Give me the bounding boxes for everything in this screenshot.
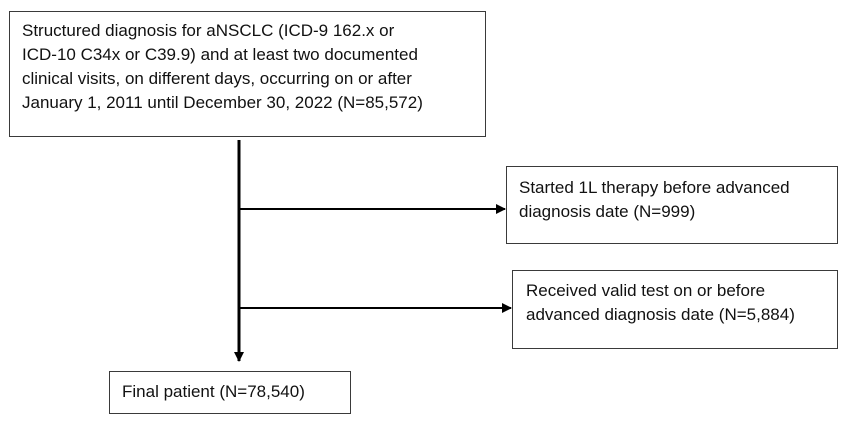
exclusion-1-line-1: Started 1L therapy before advanced — [519, 178, 790, 197]
inclusion-criteria-box: Structured diagnosis for aNSCLC (ICD-9 1… — [9, 11, 486, 137]
exclusion-2-line-2: advanced diagnosis date (N=5,884) — [526, 305, 795, 324]
exclusion-box-2: Received valid test on or before advance… — [512, 270, 838, 349]
exclusion-box-1: Started 1L therapy before advanced diagn… — [506, 166, 838, 244]
exclusion-1-line-2: diagnosis date (N=999) — [519, 202, 696, 221]
inclusion-line-2: ICD-10 C34x or C39.9) and at least two d… — [22, 45, 418, 64]
inclusion-line-3: clinical visits, on different days, occu… — [22, 69, 412, 88]
final-cohort-box: Final patient (N=78,540) — [109, 371, 351, 414]
exclusion-2-line-1: Received valid test on or before — [526, 281, 766, 300]
final-line-1: Final patient (N=78,540) — [122, 382, 305, 401]
inclusion-line-1: Structured diagnosis for aNSCLC (ICD-9 1… — [22, 21, 395, 40]
inclusion-line-4: January 1, 2011 until December 30, 2022 … — [22, 93, 423, 112]
